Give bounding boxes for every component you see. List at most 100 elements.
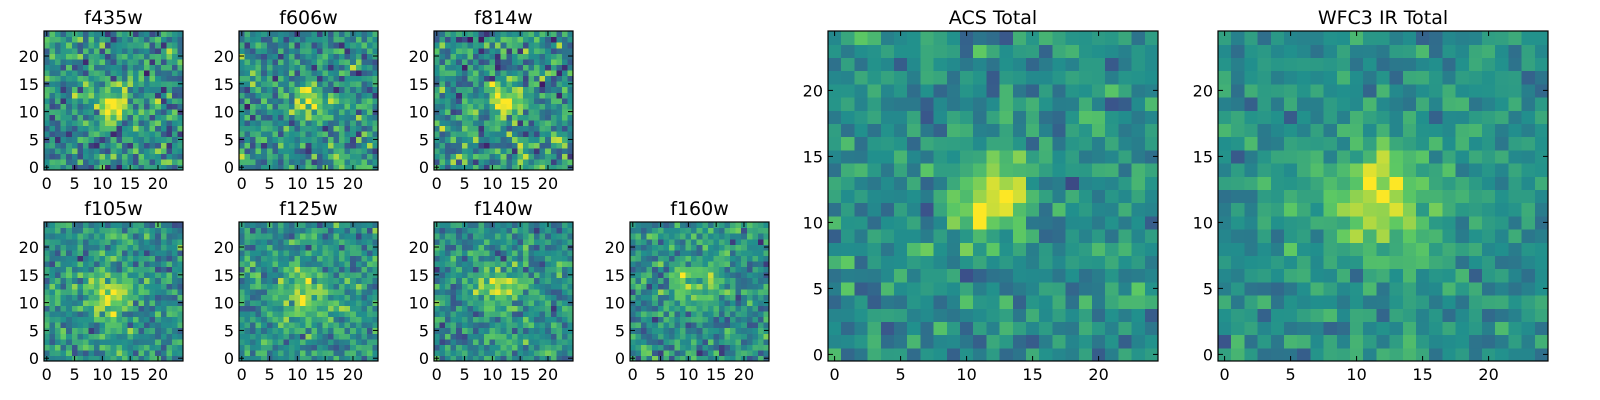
heatmap-cell	[305, 238, 312, 245]
heatmap-cell	[277, 47, 285, 54]
heatmap-cell	[724, 233, 731, 240]
heatmap-cell	[550, 316, 557, 323]
heatmap-cell	[445, 97, 452, 104]
heatmap-cell	[472, 97, 480, 104]
heatmap-cell	[149, 31, 156, 38]
heatmap-cell	[116, 86, 123, 93]
heatmap-cell	[484, 142, 491, 149]
heatmap-cell	[757, 238, 765, 245]
heatmap-cell	[545, 64, 552, 71]
heatmap-cell	[691, 238, 698, 245]
heatmap-cell	[489, 283, 496, 290]
heatmap-cell	[445, 108, 452, 115]
heatmap-cell	[561, 153, 569, 160]
heatmap-cell	[567, 31, 574, 38]
heatmap-cell	[177, 305, 184, 312]
heatmap-cell	[300, 327, 307, 334]
heatmap-cell	[561, 338, 569, 345]
heatmap-cell	[467, 277, 474, 284]
heatmap-cell	[652, 288, 659, 295]
heatmap-cell	[144, 108, 151, 115]
heatmap-cell	[880, 149, 895, 164]
heatmap-cell	[556, 42, 563, 49]
heatmap-cell	[350, 125, 357, 132]
heatmap-cell	[539, 283, 546, 290]
heatmap-cell	[149, 158, 156, 166]
heatmap-cell	[534, 64, 541, 71]
heatmap-cell	[272, 294, 279, 301]
heatmap-cell	[105, 64, 112, 71]
heatmap-cell	[522, 355, 530, 362]
heatmap-cell	[960, 281, 974, 296]
heatmap-cell	[545, 277, 552, 284]
heatmap-cell	[1039, 215, 1053, 230]
heatmap-cell	[528, 36, 535, 43]
heatmap-cell	[66, 305, 73, 312]
heatmap-cell	[327, 272, 335, 279]
heatmap-cell	[522, 349, 530, 357]
heatmap-cell	[71, 64, 78, 71]
heatmap-cell	[517, 58, 524, 65]
heatmap-cell	[44, 158, 51, 166]
heatmap-cell	[132, 349, 140, 357]
heatmap-cell	[828, 163, 842, 177]
heatmap-cell	[350, 142, 357, 149]
heatmap-cell	[327, 327, 335, 334]
heatmap-cell	[71, 97, 78, 104]
heatmap-cell	[867, 308, 882, 322]
heatmap-cell	[311, 260, 318, 268]
heatmap-cell	[105, 147, 112, 154]
heatmap-cell	[272, 31, 279, 38]
heatmap-cell	[528, 338, 535, 345]
heatmap-cell	[305, 249, 312, 256]
heatmap-cell	[534, 272, 541, 279]
heatmap-cell	[82, 64, 90, 71]
heatmap-cell	[311, 58, 318, 65]
heatmap-cell	[1026, 202, 1040, 217]
heatmap-cell	[828, 347, 842, 362]
heatmap-cell	[550, 125, 557, 132]
heatmap-cell	[361, 260, 368, 268]
heatmap-cell	[696, 333, 703, 340]
heatmap-cell	[132, 355, 140, 362]
heatmap-cell	[735, 299, 742, 306]
heatmap-cell	[757, 338, 765, 345]
heatmap-cell	[350, 260, 357, 268]
heatmap-cell	[550, 69, 557, 77]
heatmap-cell	[327, 322, 335, 329]
heatmap-cell	[94, 355, 101, 362]
heatmap-cell	[461, 125, 468, 132]
heatmap-cell	[724, 355, 731, 362]
heatmap-cell	[735, 355, 742, 362]
heatmap-cell	[707, 266, 714, 273]
heatmap-cell	[522, 125, 530, 132]
heatmap-cell	[322, 260, 329, 268]
heatmap-cell	[160, 283, 167, 290]
heatmap-cell	[322, 316, 329, 323]
heatmap-cell	[344, 69, 351, 77]
heatmap-cell	[272, 64, 279, 71]
heatmap-cell	[652, 227, 659, 234]
heatmap-cell	[1026, 229, 1040, 243]
heatmap-cell	[641, 349, 648, 357]
heatmap-cell	[635, 327, 642, 334]
heatmap-cell	[166, 227, 173, 234]
heatmap-cell	[316, 103, 323, 110]
heatmap-cell	[160, 31, 167, 38]
heatmap-cell	[999, 163, 1014, 177]
heatmap-cell	[1039, 189, 1053, 204]
heatmap-cell	[339, 131, 346, 138]
heatmap-cell	[121, 294, 128, 301]
heatmap-cell	[439, 136, 446, 143]
heatmap-cell	[366, 305, 374, 312]
heatmap-cell	[478, 322, 485, 329]
heatmap-cell	[144, 158, 151, 166]
heatmap-cell	[567, 249, 574, 256]
heatmap-cell	[456, 64, 463, 71]
heatmap-cell	[316, 349, 323, 357]
heatmap-cell	[155, 299, 162, 306]
heatmap-cell	[467, 222, 474, 229]
heatmap-cell	[316, 244, 323, 251]
heatmap-cell	[730, 255, 737, 262]
heatmap-cell	[327, 277, 335, 284]
